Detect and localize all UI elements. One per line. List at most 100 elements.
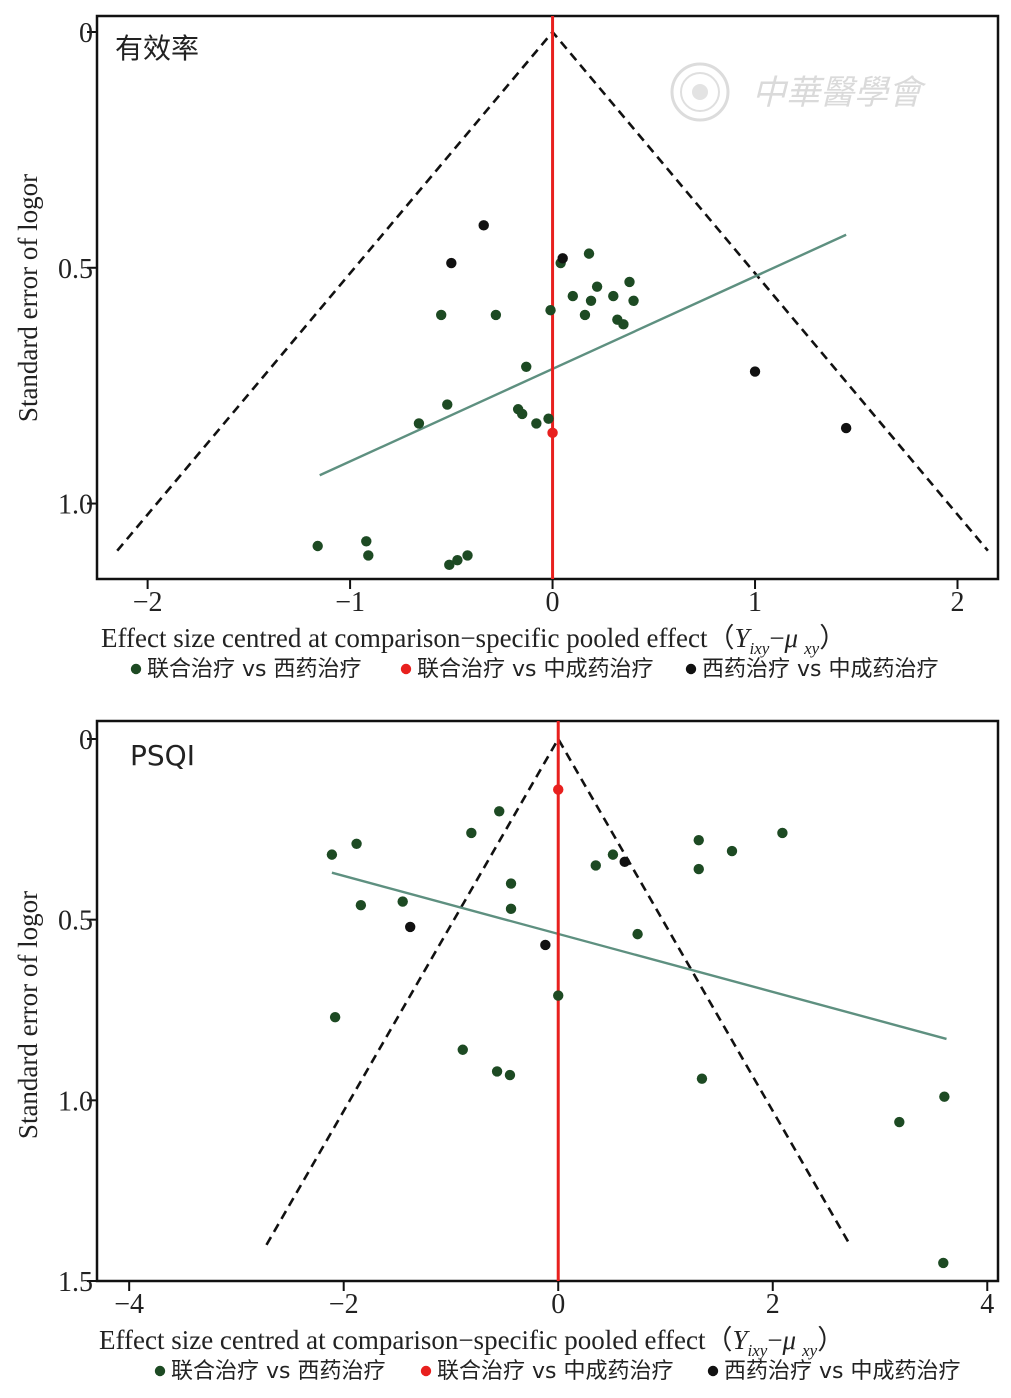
data-point [491,1066,503,1077]
plot-frame [95,14,1000,581]
data-point [326,849,338,860]
data-point [466,827,477,839]
data-point [608,290,619,302]
data-point [521,361,532,373]
data-point [405,921,416,933]
data-point [351,838,362,849]
x-tick-label: 2 [766,1289,780,1320]
data-point [590,860,601,871]
data-point [553,784,564,795]
data-point [329,1012,341,1023]
data-point [490,309,502,321]
data-point [939,1091,950,1102]
x-tick-label: −2 [329,1289,359,1320]
x-tick-label: 4 [980,1289,994,1320]
data-point [505,878,517,889]
legend-marker [130,663,142,675]
data-point [355,900,367,911]
x-axis-title-y-sub: ixy [749,639,769,658]
data-point [840,422,852,434]
series-3 [405,856,630,951]
x-tick-label: 0 [551,1289,565,1320]
data-point [442,399,453,410]
data-point [361,536,372,547]
data-point [516,408,528,420]
x-axis-title: Effect size centred at comparison−specif… [99,1325,844,1360]
data-point [312,540,323,552]
panel-efficacy: 有效率 −2 −1 0 1 2 0 0.5 1.0 Standard error of lo… [13,14,1000,682]
x-tick-label: 2 [951,587,965,618]
data-point [777,827,788,839]
legend-label: 联合治疗 vs 西药治疗 [147,657,361,682]
legend-marker [420,1365,432,1377]
data-point [553,990,564,1001]
data-point [693,834,704,846]
panel-title: 有效率 [115,32,199,65]
data-point [696,1073,708,1084]
watermark-text: 中華醫學會 [752,73,927,113]
x-axis-title-close: ） [819,623,846,653]
x-axis-title-minus: − [767,1325,782,1355]
data-point [505,903,517,915]
legend-marker [154,1365,166,1377]
series-1 [312,248,639,571]
y-tick-label: 0.5 [58,254,93,285]
data-point [894,1116,905,1128]
data-point [478,220,489,231]
data-point [494,806,505,817]
y-tick-label: 1.0 [58,490,93,521]
data-point [938,1257,949,1269]
data-point [628,295,639,306]
series-2 [547,427,558,439]
x-axis-title-y-sub: ixy [747,1341,767,1360]
legend-label: 联合治疗 vs 西药治疗 [171,1359,385,1384]
data-point [531,418,542,429]
plot-frame [95,719,1000,1283]
legend: 联合治疗 vs 西药治疗 联合治疗 vs 中成药治疗 西药治疗 vs 中成药治疗 [154,1359,960,1384]
data-point [462,550,473,561]
panel-title: PSQI [130,739,195,772]
x-axis-title-mu: μ [784,623,799,653]
data-point [413,418,425,429]
data-point [619,856,630,868]
regression-line [331,871,947,1041]
x-axis-title-y: Y [732,1325,750,1355]
legend-label: 西药治疗 vs 中成药治疗 [702,657,938,682]
data-point [446,257,457,269]
data-point [540,939,551,951]
x-tick-label: −4 [114,1289,144,1320]
series-2 [553,784,564,795]
x-tick-label: 1 [748,587,762,618]
data-point [579,309,591,321]
x-tick-label: −2 [133,587,163,618]
data-point [749,366,761,377]
x-axis-title-text: Effect size centred at comparison−specif… [99,1325,732,1355]
watermark: 中華醫學會 [670,62,927,122]
data-point [632,928,643,940]
legend-marker [707,1365,719,1377]
data-point [583,248,595,259]
data-point [591,281,603,292]
data-point [545,305,556,316]
y-tick-label: 0 [79,18,93,49]
x-axis-title-close: ） [817,1325,844,1355]
data-point [585,295,597,306]
legend-marker [685,663,697,675]
data-point [624,276,635,288]
data-point [444,559,455,571]
data-point [693,863,704,875]
data-point [547,427,558,439]
y-tick-label: 1.5 [58,1267,93,1298]
data-point [457,1044,468,1055]
series-3 [446,220,852,434]
legend-marker [400,663,412,675]
legend-label: 联合治疗 vs 中成药治疗 [417,657,653,682]
y-axis-title: Standard error of logor [13,891,43,1139]
x-axis-title-mu: μ [782,1325,797,1355]
series-1 [326,806,950,1269]
legend-label: 西药治疗 vs 中成药治疗 [724,1359,960,1384]
y-tick-label: 1.0 [58,1086,93,1117]
data-point [543,413,554,424]
y-tick-label: 0.5 [58,906,93,937]
